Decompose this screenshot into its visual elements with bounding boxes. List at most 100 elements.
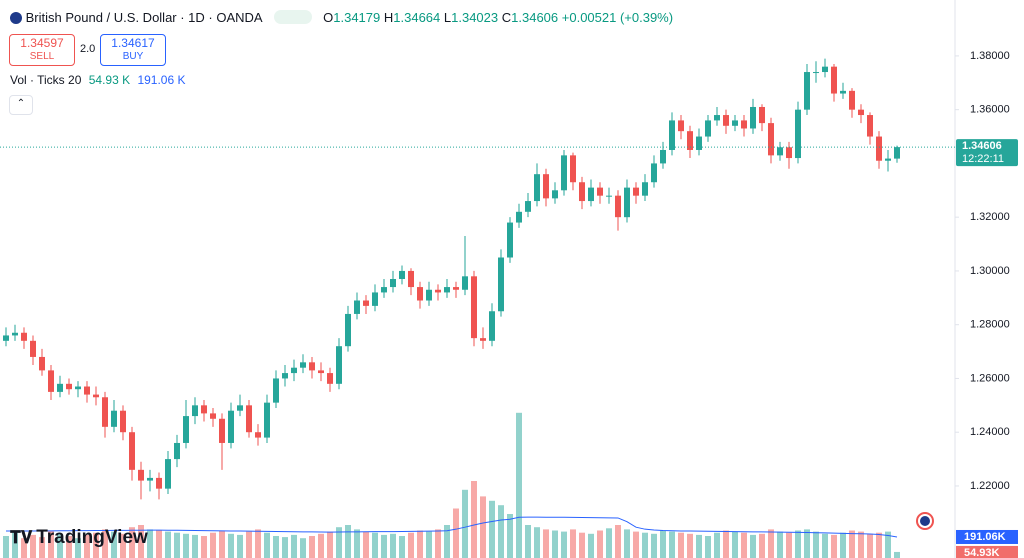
volume-bar <box>606 528 612 558</box>
volume-bar <box>552 530 558 558</box>
volume-bar <box>282 537 288 558</box>
symbol-icon <box>10 12 22 24</box>
candle-body <box>696 136 702 150</box>
volume-bar <box>156 530 162 558</box>
volume-bar <box>300 538 306 558</box>
volume-bar <box>750 534 756 558</box>
candle-body <box>201 405 207 414</box>
volume-bar <box>138 525 144 558</box>
candle-body <box>66 383 72 390</box>
volume-bar <box>210 532 216 558</box>
candle-body <box>579 182 585 202</box>
status-badge[interactable] <box>273 10 312 24</box>
candle-body <box>714 115 720 121</box>
symbol-title[interactable]: British Pound / U.S. Dollar · 1D · OANDA <box>25 10 262 25</box>
candle-body <box>768 123 774 156</box>
volume-bar <box>849 530 855 558</box>
y-tick-label: 1.28000 <box>970 319 1010 331</box>
volume-bar <box>174 532 180 558</box>
volume-ma-line <box>6 516 898 538</box>
candle-body <box>336 346 342 384</box>
volume-bar <box>183 533 189 558</box>
candle-body <box>399 270 405 279</box>
candle-body <box>21 332 27 341</box>
buy-price: 1.34617 <box>111 36 155 50</box>
candle-body <box>291 367 297 374</box>
volume-bar <box>642 532 648 558</box>
candle-body <box>138 469 144 481</box>
volume-bar <box>759 533 765 558</box>
candle-body <box>210 413 216 419</box>
buy-button[interactable]: 1.34617 BUY <box>100 34 166 66</box>
volume-bar <box>336 527 342 558</box>
candle-body <box>327 373 333 384</box>
volume-bar <box>273 536 279 558</box>
high-value: 1.34664 <box>393 10 441 25</box>
volume-bar <box>453 508 459 558</box>
candle-body <box>39 356 45 371</box>
candle-body <box>867 115 873 137</box>
volume-bar <box>831 534 837 558</box>
volume-bar <box>660 530 666 558</box>
candle-body <box>417 287 423 301</box>
candle-body <box>678 120 684 132</box>
volume-bar <box>345 525 351 558</box>
candle-body <box>102 397 108 427</box>
candle-body <box>588 187 594 202</box>
candle-body <box>831 66 837 94</box>
candle-body <box>435 289 441 293</box>
volume-bar <box>858 531 864 558</box>
candle-body <box>174 442 180 460</box>
volume-bar <box>516 412 522 558</box>
volume-bar <box>669 531 675 558</box>
candle-body <box>570 155 576 183</box>
candle-body <box>228 410 234 443</box>
candle-body <box>183 416 189 443</box>
sell-button[interactable]: 1.34597 SELL <box>9 34 75 66</box>
candle-body <box>273 378 279 403</box>
volume-bar <box>534 527 540 558</box>
candle-body <box>795 109 801 159</box>
candle-body <box>453 287 459 290</box>
volume-bar <box>597 530 603 558</box>
candle-body <box>750 106 756 129</box>
change-value: +0.00521 (+0.39%) <box>561 10 674 25</box>
candle-body <box>705 120 711 137</box>
volume-bar <box>696 534 702 558</box>
volume-bar <box>435 529 441 558</box>
candle-body <box>885 158 891 161</box>
volume-bar <box>264 532 270 558</box>
candle-body <box>633 187 639 196</box>
candle-body <box>318 370 324 374</box>
l-letter: L <box>443 10 452 25</box>
candle-body <box>615 195 621 218</box>
volume-bar <box>570 529 576 558</box>
candle-body <box>471 276 477 339</box>
candle-body <box>543 174 549 199</box>
candle-body <box>561 155 567 191</box>
open-value: 1.34179 <box>333 10 381 25</box>
candle-body <box>822 66 828 73</box>
candle-body <box>111 410 117 427</box>
symbol-bar: British Pound / U.S. Dollar · 1D · OANDA… <box>10 10 673 25</box>
collapse-button[interactable]: ⌃ <box>9 95 33 115</box>
candle-body <box>84 386 90 395</box>
volume-bar <box>471 481 477 558</box>
volume-bar <box>786 532 792 558</box>
volume-bar <box>894 551 900 558</box>
h-letter: H <box>383 10 394 25</box>
close-value: 1.34606 <box>511 10 559 25</box>
y-tick-label: 1.26000 <box>970 372 1010 384</box>
candle-body <box>849 90 855 110</box>
volume-bar <box>165 531 171 558</box>
volume-bar <box>381 534 387 558</box>
volume-bar <box>480 496 486 558</box>
candle-body <box>642 182 648 196</box>
volume-bar <box>867 533 873 558</box>
volume-bar <box>543 529 549 558</box>
candle-body <box>93 394 99 398</box>
candle-body <box>651 163 657 183</box>
candle-body <box>741 120 747 129</box>
candle-body <box>3 335 9 341</box>
